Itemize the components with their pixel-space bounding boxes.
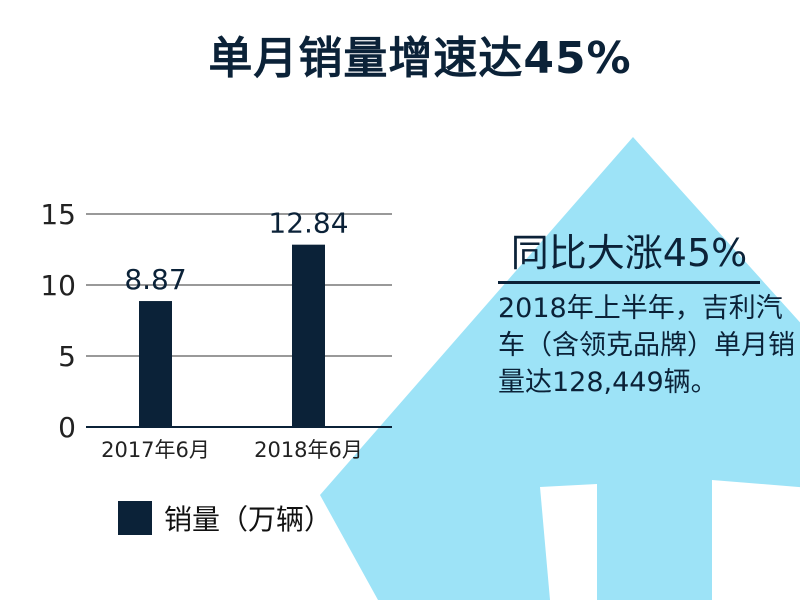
legend-label: 销量（万辆） xyxy=(164,503,333,536)
y-tick-label: 0 xyxy=(58,411,76,444)
y-tick-label: 5 xyxy=(58,340,76,373)
x-tick-label: 2018年6月 xyxy=(254,438,363,462)
page-title: 单月销量增速达45% xyxy=(208,33,632,84)
data-label: 12.84 xyxy=(268,207,348,240)
callout-text: 2018年上半年，吉利汽车（含领克品牌）单月销量达128,449辆。 xyxy=(498,293,795,398)
chart-x-tick-labels: 2017年6月 2018年6月 xyxy=(101,438,363,462)
y-tick-label: 15 xyxy=(40,198,76,231)
chart-data-labels: 8.87 12.84 xyxy=(124,207,348,296)
callout-headline: 同比大涨45% xyxy=(498,222,760,284)
bar xyxy=(292,244,325,427)
legend-swatch xyxy=(118,501,152,535)
x-tick-label: 2017年6月 xyxy=(101,438,210,462)
data-label: 8.87 xyxy=(124,263,186,296)
chart-y-tick-labels: 0 5 10 15 xyxy=(40,198,76,444)
chart-gridlines xyxy=(86,213,392,428)
chart-bars xyxy=(139,244,325,427)
bar xyxy=(139,301,172,427)
chart-legend: 销量（万辆） xyxy=(118,498,332,538)
callout-box: 同比大涨45% 2018年上半年，吉利汽车（含领克品牌）单月销量达128,449… xyxy=(498,222,798,401)
y-tick-label: 10 xyxy=(40,269,76,302)
